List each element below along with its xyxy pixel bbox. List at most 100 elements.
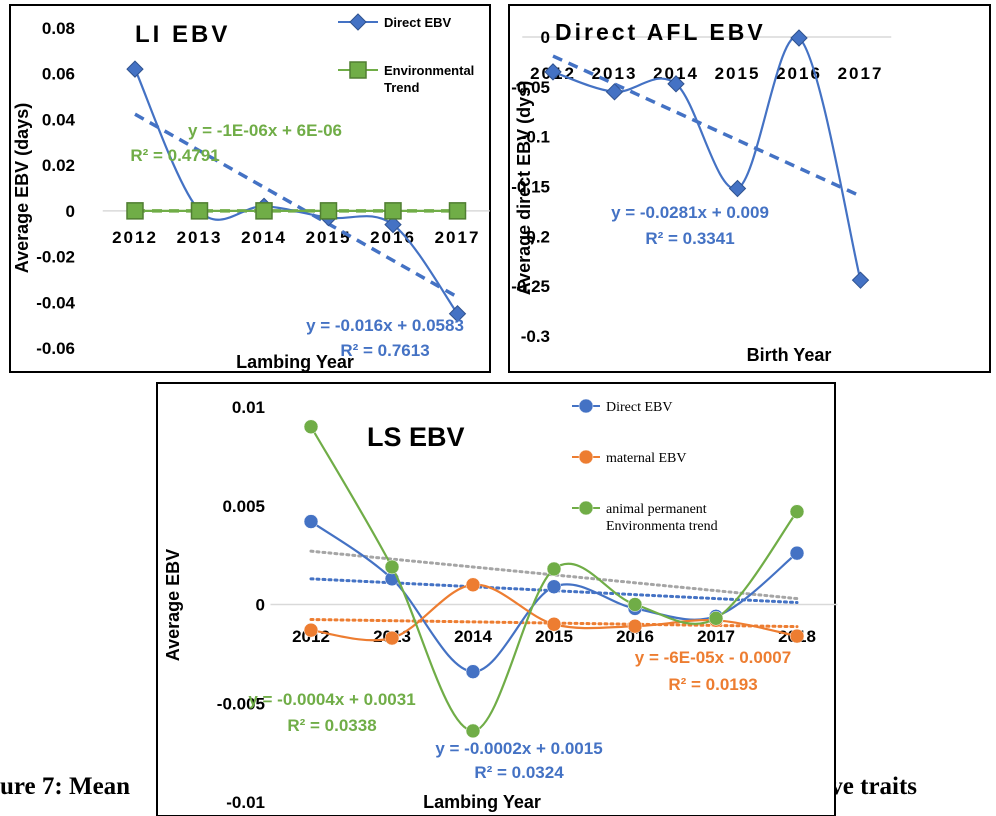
data-point [126, 202, 144, 220]
legend-label: maternal EBV [606, 451, 686, 466]
y-tick-label: -0.04 [36, 293, 75, 312]
y-axis-title: Average EBV [163, 549, 183, 661]
figure-caption-left: ure 7: Mean [0, 773, 131, 800]
trendline [309, 549, 799, 601]
trendline-equation: y = -0.016x + 0.0583 [306, 316, 464, 335]
trendline [134, 112, 459, 299]
chart-frame [9, 4, 491, 373]
data-point [546, 617, 562, 632]
data-point [546, 579, 562, 594]
y-tick-label: -0.01 [226, 793, 265, 812]
data-point [789, 545, 805, 561]
trendline [552, 54, 862, 198]
trendline-r2: R² = 0.0338 [287, 716, 376, 735]
data-point [303, 514, 319, 529]
legend-marker [349, 61, 367, 79]
chart-frame [508, 4, 991, 373]
data-point [465, 723, 481, 739]
y-axis-title: Average direct EBV (dys) [514, 81, 534, 295]
data-point [255, 202, 273, 220]
trendline-equation: y = -0.0002x + 0.0015 [435, 739, 602, 758]
y-tick-label: -0.25 [511, 277, 550, 296]
y-tick-label: 0 [256, 596, 265, 615]
x-tick-label: 2013 [592, 64, 638, 83]
data-point [448, 305, 467, 323]
y-tick-label: 0.04 [42, 110, 76, 129]
chart-title: Direct AFL EBV [555, 19, 766, 45]
chart-ls: 0.010.0050-0.005-0.012012201320142015201… [156, 382, 838, 816]
x-tick-label: 2012 [112, 228, 158, 247]
trendline-equation: y = -0.0004x + 0.0031 [248, 690, 415, 709]
y-tick-label: -0.15 [511, 178, 550, 197]
data-point [790, 29, 808, 47]
data-point [384, 559, 400, 575]
y-axis-title: Average EBV (days) [12, 103, 32, 273]
x-tick-label: 2016 [776, 64, 822, 83]
x-tick-label: 2013 [177, 228, 223, 247]
y-tick-label: -0.05 [511, 78, 550, 97]
y-tick-label: -0.005 [217, 694, 265, 713]
trendline-r2: R² = 0.7613 [340, 341, 429, 360]
data-point [303, 419, 319, 434]
x-tick-label: 2015 [715, 64, 761, 83]
data-point [605, 83, 624, 101]
data-point [384, 202, 402, 220]
x-tick-label: 2017 [838, 64, 884, 83]
chart-li: 0.08 0.06 0.04 0.02 0 -0.02 -0.04 -0.06 2012 2013… [9, 4, 491, 373]
y-tick-label: 0.06 [42, 65, 75, 84]
y-tick-label: 0.01 [232, 398, 265, 417]
y-tick-label: -0.02 [36, 248, 75, 267]
data-point [384, 215, 402, 234]
data-point [544, 63, 562, 81]
legend-marker [578, 449, 594, 465]
data-point [728, 179, 747, 198]
data-point [465, 664, 481, 679]
x-tick-label: 2014 [454, 627, 492, 646]
data-point [190, 202, 209, 220]
data-point [667, 75, 685, 93]
x-tick-label: 2017 [435, 228, 481, 247]
data-point [627, 597, 643, 612]
data-point [789, 628, 805, 644]
y-tick-label: 0.02 [42, 156, 75, 175]
trendline-r2: R² = 0.3341 [645, 229, 734, 248]
x-axis-title: Lambing Year [423, 792, 541, 812]
series-line [133, 68, 459, 315]
x-axis-title: Birth Year [747, 345, 832, 365]
data-point [851, 271, 870, 289]
legend-label: Environmental [384, 63, 474, 78]
data-point [384, 630, 400, 646]
data-point [546, 561, 562, 577]
x-tick-label: 2015 [306, 228, 352, 247]
trendline-r2: R² = 0.0193 [668, 675, 757, 694]
legend-marker [578, 398, 594, 414]
data-point [303, 622, 319, 638]
y-tick-label: -0.06 [36, 339, 75, 358]
data-point [319, 202, 338, 220]
y-tick-label: 0 [541, 28, 550, 47]
data-point [708, 611, 724, 626]
trendline-r2: R² = 0.0324 [474, 763, 564, 782]
trendline-equation: y = -0.0281x + 0.009 [611, 203, 769, 222]
chart-title: LI EBV [135, 21, 230, 48]
data-point [627, 618, 643, 634]
trendline-equation: y = -1E-06x + 6E-06 [188, 121, 342, 140]
legend-label: Environmenta trend [606, 519, 718, 534]
x-tick-label: 2017 [697, 627, 735, 646]
data-point [126, 60, 144, 78]
trendline-r2: R² = 0.4791 [130, 146, 219, 165]
x-axis-title: Lambing Year [236, 352, 354, 372]
legend-marker [349, 13, 367, 31]
y-tick-label: 0.08 [42, 19, 75, 38]
data-point [465, 577, 481, 592]
y-tick-label: -0.2 [521, 227, 550, 246]
chart-frame [156, 382, 836, 816]
y-tick-label: 0.005 [222, 497, 265, 516]
y-tick-label: 0 [66, 202, 75, 221]
chart-afl: 0-0.05-0.1-0.15-0.2-0.25-0.3201220132014… [508, 4, 991, 373]
x-tick-label: 2016 [616, 627, 654, 646]
y-tick-label: -0.3 [521, 327, 550, 346]
legend-label: animal permanent [606, 502, 707, 517]
data-point [789, 504, 805, 519]
